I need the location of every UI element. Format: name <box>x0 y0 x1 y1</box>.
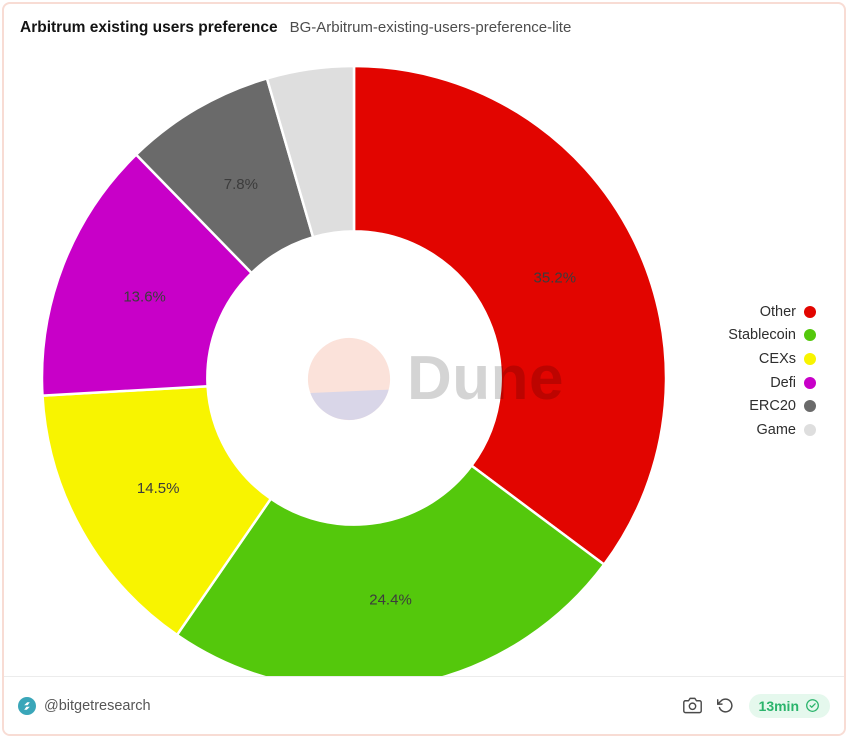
legend-item-cexs[interactable]: CEXs <box>728 347 816 371</box>
pie-slice-cexs[interactable] <box>41 384 273 637</box>
donut-chart[interactable]: 35.2% 24.4% 14.5% 13.6% 7.8% <box>34 58 674 698</box>
slice-label-erc20: 7.8% <box>224 176 258 193</box>
refresh-icon <box>716 698 733 713</box>
pie-slice-other[interactable] <box>352 64 668 567</box>
pie-slice-defi[interactable] <box>40 152 254 397</box>
legend-label: Other <box>759 303 796 320</box>
slice-label-defi: 13.6% <box>123 289 166 306</box>
legend-dot-icon <box>804 329 816 342</box>
camera-icon <box>682 697 702 714</box>
chart-title: Arbitrum existing users preference <box>20 19 278 36</box>
chart-header: Arbitrum existing users preference BG-Ar… <box>20 19 571 37</box>
legend-dot-icon <box>804 400 816 413</box>
legend-label: Game <box>756 421 797 438</box>
slice-label-stablecoin: 24.4% <box>369 592 412 609</box>
legend-item-stablecoin[interactable]: Stablecoin <box>728 324 816 348</box>
legend-item-other[interactable]: Other <box>728 300 816 324</box>
legend-item-erc20[interactable]: ERC20 <box>728 394 816 418</box>
legend-dot-icon <box>804 352 816 365</box>
pie-slice-stablecoin[interactable] <box>175 463 606 692</box>
author-link[interactable]: @bitgetresearch <box>18 696 151 715</box>
legend-item-game[interactable]: Game <box>728 418 816 442</box>
legend-item-defi[interactable]: Defi <box>728 371 816 395</box>
legend-label: CEXs <box>758 350 796 367</box>
refresh-button[interactable] <box>716 697 734 714</box>
author-handle[interactable]: @bitgetresearch <box>44 697 151 714</box>
legend-dot-icon <box>804 376 816 389</box>
chart-legend: Other Stablecoin CEXs Defi ERC20 Game <box>728 300 816 442</box>
legend-dot-icon <box>804 423 816 436</box>
chart-subtitle: BG-Arbitrum-existing-users-preference-li… <box>289 19 572 36</box>
chart-footer: @bitgetresearch 13min <box>4 676 844 734</box>
verified-check-icon <box>806 699 819 712</box>
footer-actions: 13min <box>682 693 830 718</box>
legend-label: ERC20 <box>749 398 796 415</box>
screenshot-button[interactable] <box>682 696 702 715</box>
last-refresh-badge[interactable]: 13min <box>748 693 830 718</box>
legend-label: Defi <box>770 374 796 391</box>
bitget-avatar-icon <box>18 696 36 715</box>
legend-dot-icon <box>804 305 816 318</box>
pie-slice-game[interactable] <box>265 64 356 239</box>
legend-label: Stablecoin <box>728 327 796 344</box>
last-refresh-time: 13min <box>758 697 799 714</box>
slice-label-other: 35.2% <box>534 269 577 286</box>
slice-label-cexs: 14.5% <box>137 480 180 497</box>
